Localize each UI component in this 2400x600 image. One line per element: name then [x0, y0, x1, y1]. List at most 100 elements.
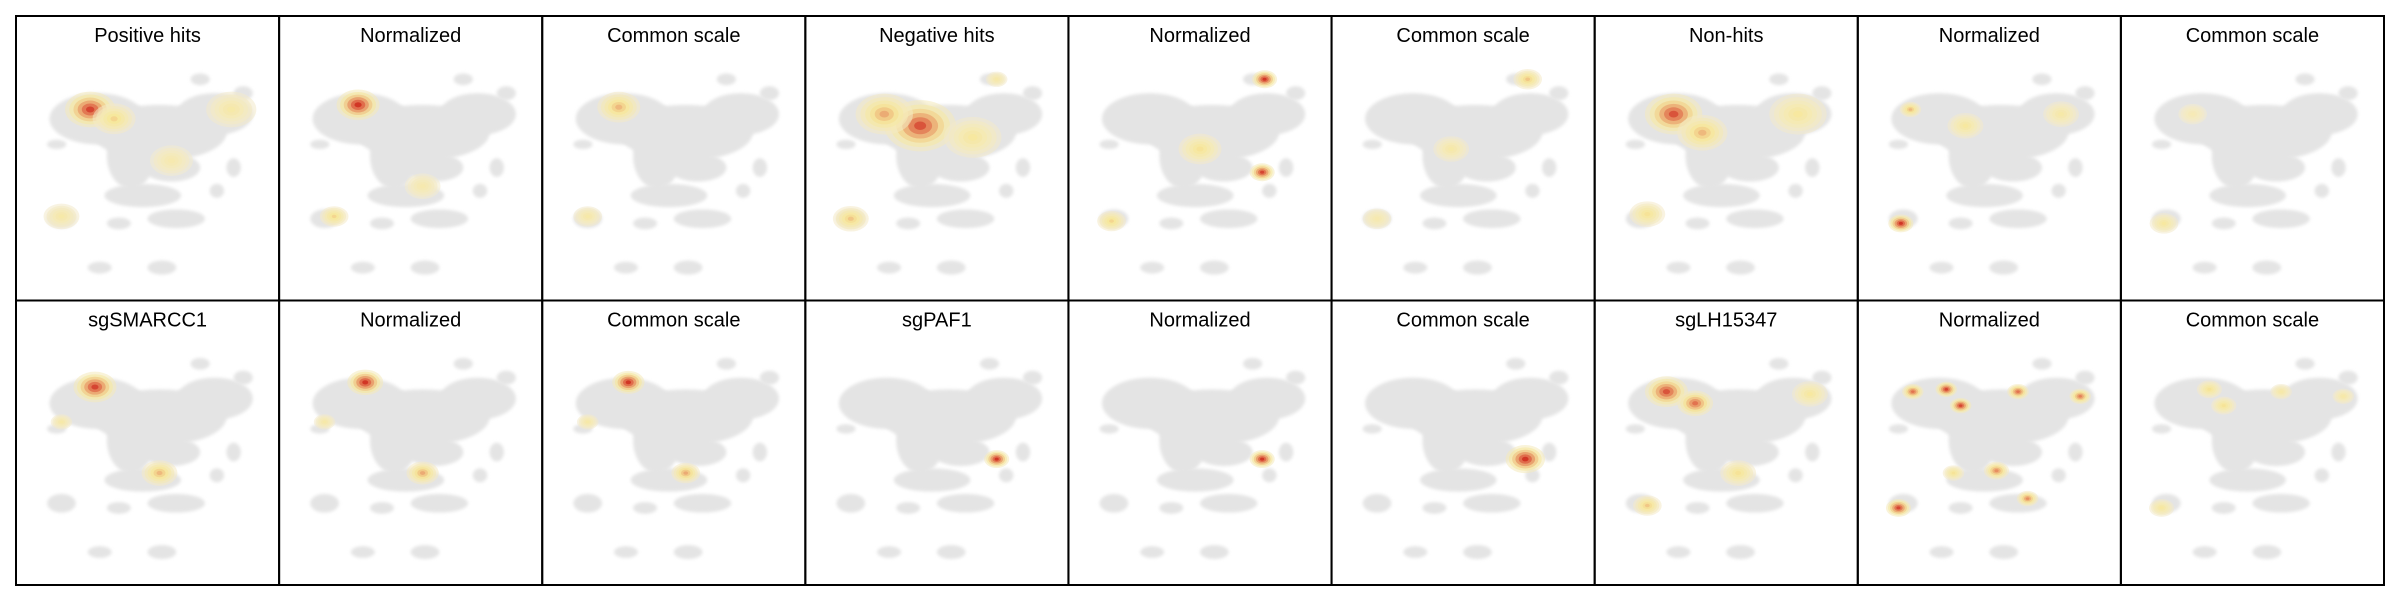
embedding-region [1278, 442, 1294, 462]
density-hotspot [322, 420, 327, 424]
embedding-region [965, 377, 1043, 420]
density-hotspot [1644, 211, 1651, 217]
embedding-region [877, 261, 902, 274]
heatmap-panel: Normalized [1067, 299, 1333, 586]
density-hotspot [1793, 110, 1803, 118]
embedding-region [1420, 183, 1497, 208]
embedding-region [1463, 209, 1521, 229]
embedding-region [1721, 438, 1779, 467]
embedding-region [1948, 217, 1973, 230]
embedding-region [1099, 139, 1119, 150]
embedding-region [190, 357, 210, 370]
heatmap-panel: sgSMARCC1 [15, 299, 281, 586]
embedding-region [1159, 217, 1184, 230]
embedding-region [350, 546, 375, 558]
embedding-region [1403, 261, 1428, 274]
heatmap-panel: Normalized [278, 15, 544, 302]
embedding-region [472, 468, 488, 483]
embedding-region [573, 139, 593, 150]
embedding-region [1022, 86, 1043, 101]
embedding-region [673, 209, 732, 229]
embedding-region [147, 209, 205, 229]
embedding-region [936, 493, 995, 513]
embedding-region [496, 370, 516, 385]
density-hotspot [110, 116, 118, 122]
embedding-region [673, 493, 732, 513]
heatmap-panel: Normalized [278, 299, 544, 586]
density-hotspot [1668, 110, 1679, 118]
embedding-region [209, 183, 225, 198]
embedding-region [370, 407, 418, 474]
embedding-region [702, 377, 779, 420]
heatmap-panel: Non-hits [1593, 15, 1859, 302]
embedding-region [1726, 493, 1784, 513]
embedding-region [310, 493, 339, 513]
embedding-region [47, 139, 67, 150]
embedding-region [1015, 442, 1031, 462]
embedding-region [472, 183, 488, 198]
embedding-region [573, 493, 603, 513]
panel-title: sgSMARCC1 [88, 310, 207, 332]
embedding-region [1888, 139, 1909, 150]
embedding-region [370, 502, 394, 514]
embedding-region [147, 260, 177, 275]
embedding-region [2209, 183, 2286, 208]
panel-title: sgPAF1 [902, 310, 972, 332]
embedding-region [2075, 86, 2095, 101]
density-hotspot [331, 214, 337, 219]
embedding-region [350, 261, 375, 274]
embedding-region [1666, 261, 1691, 274]
density-hotspot [1644, 503, 1650, 508]
embedding-region [1286, 370, 1306, 385]
embedding-region [2192, 261, 2217, 274]
embedding-region [106, 123, 155, 189]
embedding-region [106, 217, 131, 230]
embedding-region [87, 261, 112, 274]
density-hotspot [2207, 387, 2212, 391]
embedding-region [936, 260, 966, 275]
embedding-region [310, 139, 330, 150]
density-hotspot [914, 121, 927, 131]
embedding-region [190, 73, 210, 86]
embedding-region [2331, 442, 2346, 462]
density-hotspot [1958, 404, 1963, 407]
panel-title: Normalized [1149, 310, 1250, 332]
embedding-region [1542, 442, 1557, 462]
density-hotspot [1109, 219, 1114, 223]
density-hotspot [615, 104, 623, 110]
embedding-region [896, 217, 921, 230]
embedding-region [2211, 123, 2260, 189]
embedding-region [1685, 217, 1710, 230]
embedding-region [2211, 502, 2236, 514]
panel-title: Normalized [1939, 310, 2040, 332]
panel-title: Normalized [360, 310, 461, 332]
embedding-region [1726, 209, 1784, 229]
density-hotspot [1806, 391, 1813, 397]
embedding-region [735, 468, 751, 483]
panel-title: Non-hits [1689, 25, 1763, 47]
embedding-region [2331, 158, 2346, 177]
embedding-region [1362, 139, 1382, 150]
density-hotspot [1196, 146, 1204, 152]
embedding-region [2051, 468, 2066, 483]
embedding-region [1812, 370, 1832, 385]
density-hotspot [1448, 146, 1455, 152]
embedding-region [1422, 502, 1447, 514]
density-hotspot [1951, 471, 1956, 475]
embedding-region [2252, 493, 2310, 513]
embedding-region [410, 209, 469, 229]
density-hotspot [156, 470, 163, 476]
embedding-region [633, 217, 658, 230]
embedding-region [2152, 139, 2172, 150]
embedding-region [439, 93, 516, 136]
density-hotspot [2279, 390, 2283, 393]
embedding-region [453, 357, 473, 370]
embedding-region [142, 438, 201, 467]
embedding-region [1769, 73, 1789, 86]
embedding-region [1200, 545, 1229, 560]
density-hotspot [585, 420, 590, 424]
panel-title: Common scale [1396, 310, 1529, 332]
embedding-region [1463, 545, 1492, 560]
embedding-region [836, 493, 866, 513]
heatmap-panel: Common scale [2119, 15, 2386, 302]
